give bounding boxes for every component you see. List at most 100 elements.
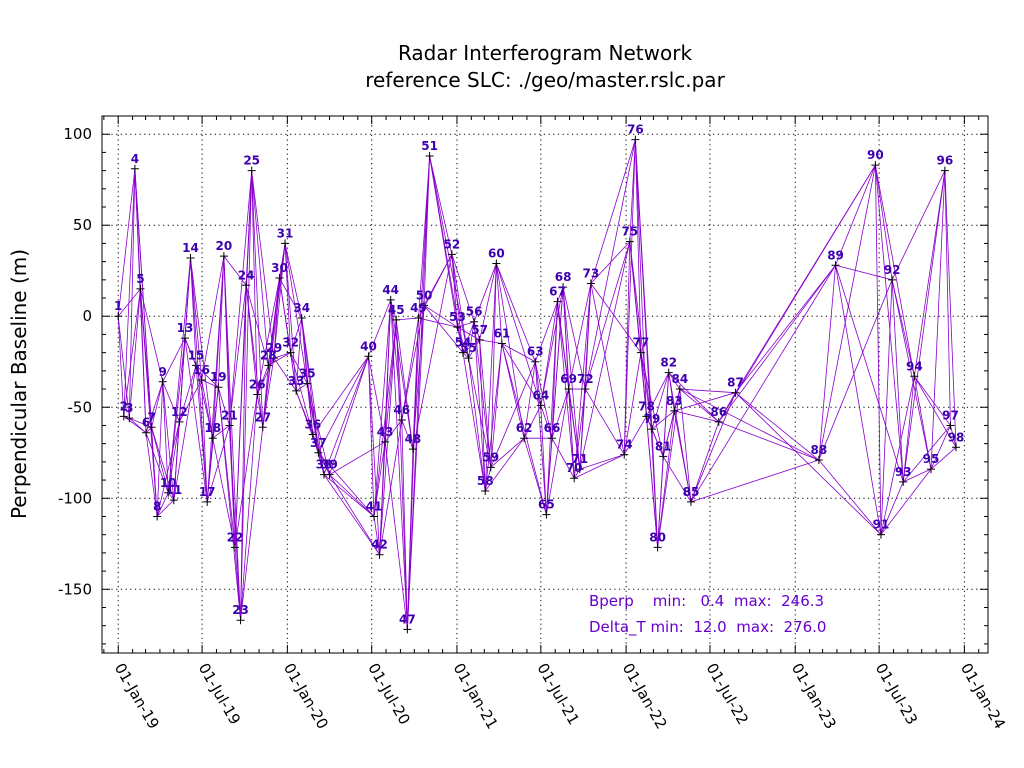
acquisition-marker [297, 314, 306, 323]
network-edge [835, 265, 904, 483]
acquisition-marker [236, 616, 245, 625]
network-edge [584, 283, 592, 390]
network-edge [490, 343, 503, 468]
network-edge [156, 421, 180, 517]
network-edge [306, 383, 314, 435]
network-edge [651, 372, 670, 430]
network-edge [545, 301, 558, 515]
network-edge [690, 421, 720, 503]
acquisition-marker [536, 401, 545, 410]
acquisition-label: 34 [293, 301, 310, 315]
network-edge [284, 243, 303, 319]
acquisition-label: 93 [895, 465, 912, 479]
acquisition-label: 69 [560, 372, 577, 386]
network-edge [673, 388, 681, 411]
network-edge [240, 427, 264, 621]
network-edge [584, 241, 631, 390]
network-edge [874, 165, 904, 482]
network-edge [129, 417, 152, 428]
acquisition-label: 50 [416, 288, 433, 302]
acquisition-label: 24 [238, 268, 255, 282]
network-edge [162, 337, 186, 382]
network-edge [273, 243, 286, 359]
delta-t-stats: Delta_T min: 12.0 max: 276.0 [589, 618, 826, 637]
network-edge [256, 277, 280, 395]
network-edge [875, 165, 915, 377]
network-edge [718, 421, 820, 461]
network-edge [479, 339, 486, 492]
network-edge [880, 376, 915, 535]
acquisition-marker [664, 368, 673, 377]
network-edge [217, 387, 241, 621]
acquisition-label: 2 [120, 399, 128, 413]
acquisition-marker [631, 135, 640, 144]
acquisition-label: 28 [260, 348, 277, 362]
acquisition-label: 25 [243, 154, 260, 168]
network-edge [290, 352, 297, 391]
network-edge [251, 170, 258, 395]
network-edge [429, 155, 453, 255]
network-edge [818, 279, 893, 461]
network-edge [930, 170, 946, 470]
network-edge [217, 387, 230, 426]
acquisition-label: 75 [621, 225, 638, 239]
network-edge [634, 139, 659, 548]
network-edge [117, 316, 125, 417]
acquisition-marker [230, 543, 239, 552]
network-edge [523, 405, 542, 439]
network-edge [217, 256, 225, 388]
y-tick-label: -50 [68, 398, 93, 416]
network-edge [902, 425, 951, 483]
network-edge [323, 474, 380, 555]
network-edge [495, 263, 536, 362]
acquisition-marker [570, 474, 579, 483]
network-edge [913, 376, 932, 470]
network-edge [162, 381, 175, 501]
network-edge [629, 241, 653, 430]
network-edge [718, 265, 836, 423]
acquisition-marker [659, 452, 668, 461]
y-tick-label: 100 [63, 125, 92, 143]
network-edge [679, 388, 720, 423]
acquisition-marker [147, 423, 156, 432]
acquisition-marker [492, 259, 501, 268]
acquisition-marker [425, 152, 434, 161]
network-edge [468, 358, 486, 492]
acquisition-marker [547, 434, 556, 443]
acquisition-label: 17 [199, 485, 216, 499]
network-edge [390, 299, 414, 450]
acquisition-marker [675, 385, 684, 394]
acquisition-marker [408, 445, 417, 454]
acquisition-label: 71 [571, 452, 588, 466]
acquisition-marker [392, 315, 401, 324]
acquisition-marker [927, 465, 936, 474]
network-edge [573, 468, 581, 479]
x-tick-label: 01-Jan-19 [111, 660, 163, 732]
acquisition-label: 5 [136, 272, 144, 286]
network-edge [323, 356, 369, 475]
network-edge [329, 474, 375, 517]
network-edge [590, 283, 625, 455]
network-edge [329, 356, 369, 475]
acquisition-label: 56 [466, 305, 483, 319]
acquisition-label: 61 [494, 327, 511, 341]
network-edge [473, 263, 497, 322]
network-edge [473, 321, 492, 468]
network-edge [384, 419, 403, 443]
acquisition-marker [364, 352, 373, 361]
network-edge [401, 419, 408, 630]
network-edge [646, 416, 659, 548]
network-edge [412, 156, 431, 450]
acquisition-label: 95 [923, 452, 940, 466]
acquisition-marker [142, 428, 151, 437]
acquisition-marker [458, 348, 467, 357]
network-edge [835, 264, 893, 281]
network-edge [551, 388, 570, 439]
acquisition-marker [281, 239, 290, 248]
network-edge [590, 241, 631, 284]
network-edge [623, 139, 636, 455]
network-edge [551, 287, 564, 439]
acquisition-label: 74 [616, 438, 633, 452]
acquisition-label: 46 [393, 403, 410, 417]
acquisition-marker [946, 421, 955, 430]
